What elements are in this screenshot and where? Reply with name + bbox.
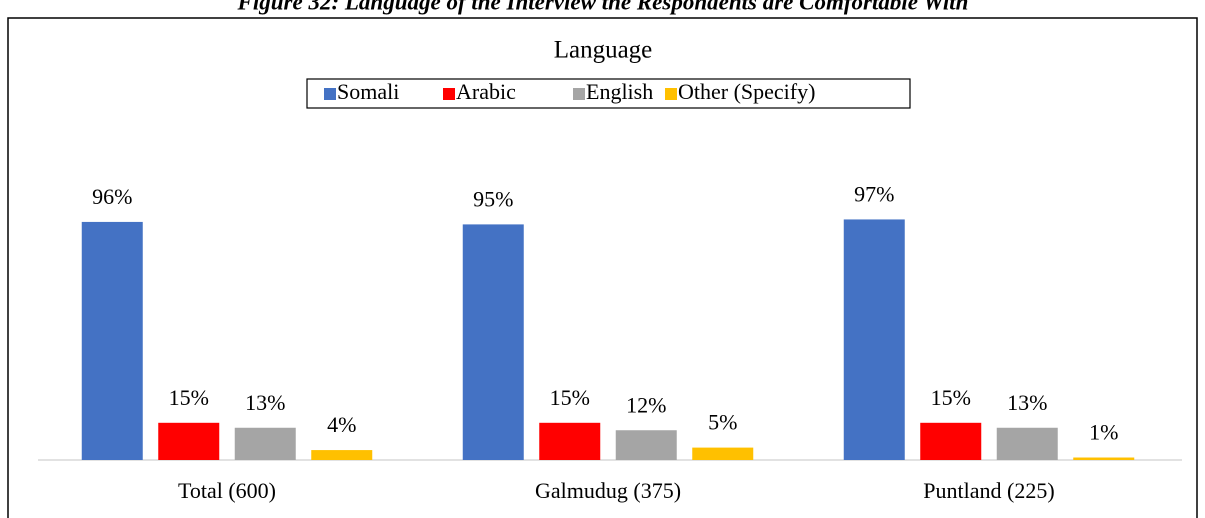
data-label: 13%: [245, 390, 285, 415]
chart-frame: [7, 17, 1198, 518]
data-label: 15%: [550, 385, 590, 410]
bar: [158, 422, 220, 460]
data-label: 12%: [626, 392, 666, 417]
bar: [920, 422, 982, 460]
legend-swatch: [324, 88, 336, 100]
data-label: 95%: [473, 186, 513, 211]
data-label: 4%: [327, 412, 356, 437]
bar: [234, 427, 296, 460]
figure-caption: Figure 32: Language of the Interview the…: [237, 0, 969, 14]
data-label: 1%: [1089, 420, 1118, 445]
data-label: 15%: [169, 385, 209, 410]
data-label: 97%: [854, 181, 894, 206]
legend-label: Somali: [337, 79, 399, 104]
legend-swatch: [665, 88, 677, 100]
legend-label: English: [586, 79, 653, 104]
legend-swatch: [573, 88, 585, 100]
chart-title: Language: [554, 37, 653, 64]
bar: [692, 447, 754, 460]
bar: [311, 450, 373, 460]
x-tick-label: Galmudug (375): [535, 478, 681, 503]
bar: [81, 221, 143, 460]
legend-swatch: [443, 88, 455, 100]
legend-box: [306, 78, 911, 109]
data-label: 13%: [1007, 390, 1047, 415]
bar: [615, 430, 677, 460]
legend-label: Arabic: [456, 79, 516, 104]
data-label: 5%: [708, 410, 737, 435]
bar: [996, 427, 1058, 460]
legend-label: Other (Specify): [678, 79, 815, 104]
bar: [539, 422, 601, 460]
bar: [843, 219, 905, 460]
bar: [1073, 457, 1135, 460]
x-tick-label: Total (600): [178, 478, 276, 503]
data-label: 96%: [92, 184, 132, 209]
data-label: 15%: [931, 385, 971, 410]
x-tick-label: Puntland (225): [923, 478, 1054, 503]
bar: [462, 224, 524, 460]
